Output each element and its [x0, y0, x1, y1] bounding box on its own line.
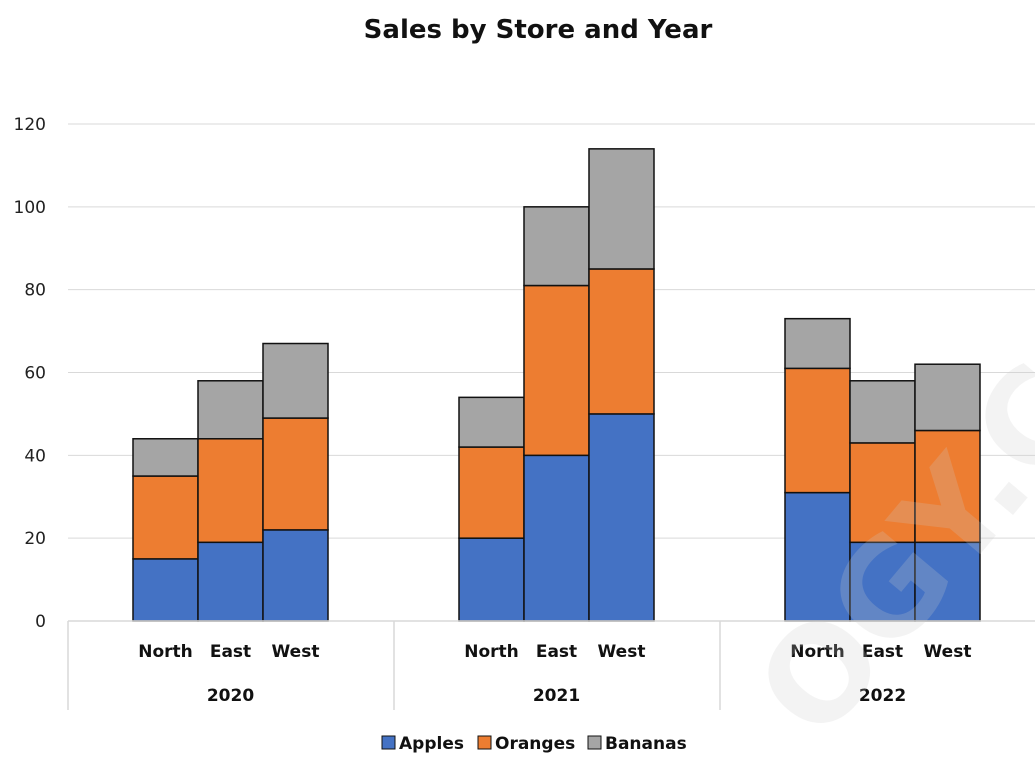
legend-label: Bananas [605, 734, 687, 754]
x-group-label: 2022 [859, 686, 906, 706]
bar-segment-bananas[interactable] [132, 438, 199, 477]
bar-segment-apples[interactable] [458, 537, 525, 622]
x-category-label: North [790, 642, 845, 662]
legend[interactable]: Apples Oranges Bananas [381, 734, 687, 754]
bar-segment-bananas[interactable] [458, 396, 525, 448]
x-category-label: North [138, 642, 193, 662]
bar-segment-oranges[interactable] [914, 429, 981, 544]
bar-segment-oranges[interactable] [197, 438, 264, 544]
bar-segment-oranges[interactable] [458, 446, 525, 539]
watermark-text: OGY.CO [727, 252, 1035, 764]
bar-segment-bananas[interactable] [914, 363, 981, 432]
bar-segment-bananas[interactable] [523, 206, 590, 287]
bar-segment-oranges[interactable] [523, 284, 590, 457]
bar-segment-oranges[interactable] [784, 367, 851, 494]
y-tick-label: 40 [24, 446, 46, 466]
bar-segment-apples[interactable] [197, 541, 264, 622]
legend-swatch [477, 735, 492, 750]
y-tick-label: 100 [14, 198, 46, 218]
bar-segment-apples[interactable] [588, 413, 655, 622]
chart-title: Sales by Store and Year [364, 15, 713, 45]
legend-item-apples[interactable]: Apples [381, 734, 464, 754]
y-tick-label: 120 [14, 115, 46, 135]
bar-segment-apples[interactable] [523, 454, 590, 622]
x-category-label: East [862, 642, 903, 662]
bars-layer [132, 148, 981, 622]
bar-segment-oranges[interactable] [262, 417, 329, 531]
bar-segment-bananas[interactable] [262, 342, 329, 419]
bar-segment-apples[interactable] [914, 541, 981, 622]
bar-segment-bananas[interactable] [784, 317, 851, 370]
bar-segment-bananas[interactable] [197, 380, 264, 440]
legend-label: Oranges [495, 734, 575, 754]
x-category-label: West [924, 642, 972, 662]
bar-segment-oranges[interactable] [588, 268, 655, 415]
legend-label: Apples [399, 734, 464, 754]
x-category-label: West [598, 642, 646, 662]
x-group-label: 2021 [533, 686, 580, 706]
y-tick-label: 60 [24, 364, 46, 384]
legend-swatch [381, 735, 396, 750]
legend-swatch [587, 735, 602, 750]
y-tick-label: 80 [24, 281, 46, 301]
bar-segment-apples[interactable] [262, 529, 329, 622]
x-group-label: 2020 [207, 686, 254, 706]
y-tick-label: 20 [24, 529, 46, 549]
x-category-label: West [272, 642, 320, 662]
x-category-label: North [464, 642, 519, 662]
x-category-label: East [210, 642, 251, 662]
y-tick-label: 0 [35, 612, 46, 632]
bar-segment-oranges[interactable] [849, 442, 916, 544]
x-category-label: East [536, 642, 577, 662]
legend-item-oranges[interactable]: Oranges [477, 734, 575, 754]
bar-segment-bananas[interactable] [849, 380, 916, 444]
legend-item-bananas[interactable]: Bananas [587, 734, 687, 754]
bar-segment-apples[interactable] [132, 558, 199, 622]
bar-segment-oranges[interactable] [132, 475, 199, 560]
bar-segment-bananas[interactable] [588, 148, 655, 270]
axis-layer: 0 20 40 60 80 100 120 North East West North East Wes… [14, 115, 1035, 710]
